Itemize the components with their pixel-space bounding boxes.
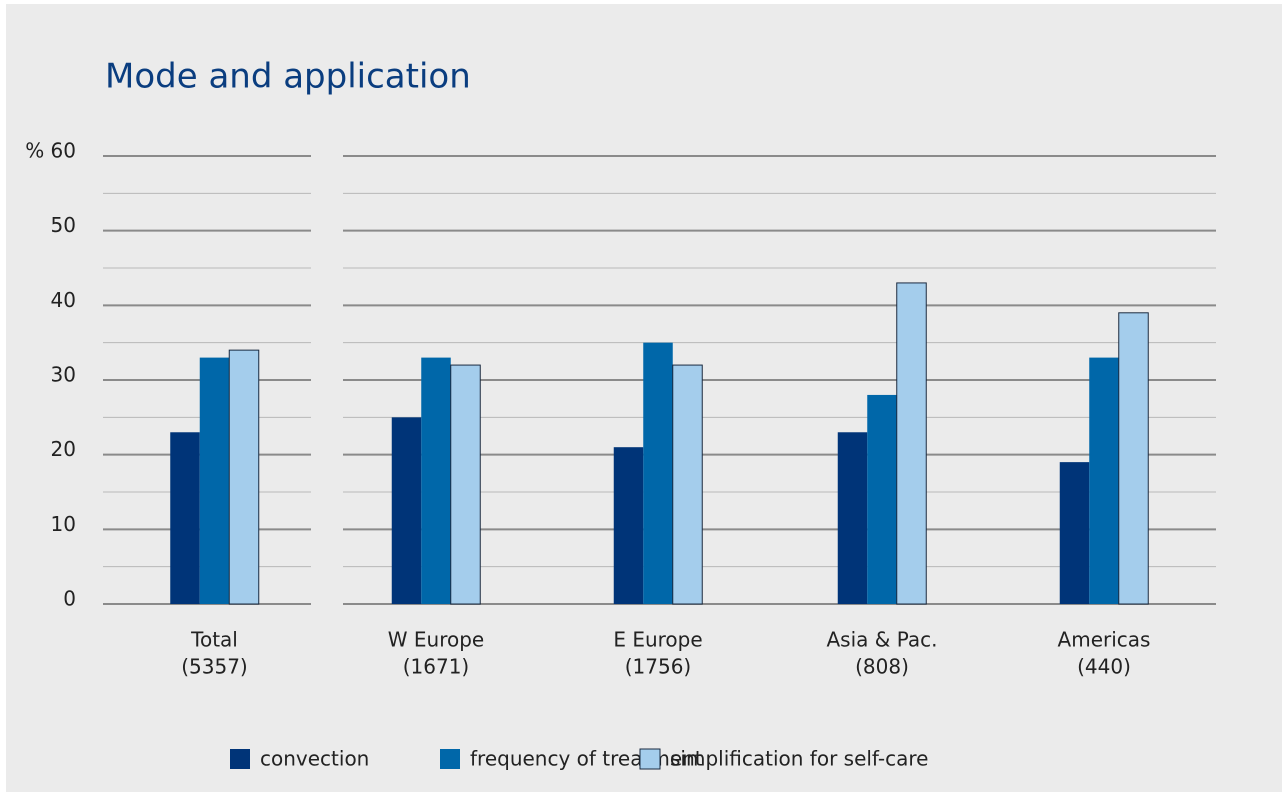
x-tick-label: E Europe (613, 628, 702, 652)
x-tick-count: (440) (1077, 655, 1131, 679)
legend-label: frequency of treatment (470, 747, 703, 771)
x-tick-label: Asia & Pac. (827, 628, 938, 652)
y-tick-label: % 60 (25, 139, 76, 163)
legend-label: convection (260, 747, 369, 771)
bar (391, 417, 422, 604)
x-tick-count: (1671) (403, 655, 470, 679)
x-tick-label: Total (190, 628, 238, 652)
y-tick-label: 40 (51, 288, 76, 312)
x-tick-count: (808) (855, 655, 909, 679)
y-tick-label: 0 (63, 587, 76, 611)
y-tick-label: 50 (51, 213, 76, 237)
bar (450, 364, 481, 605)
legend-label: simplification for self-care (670, 747, 928, 771)
legend-swatch (440, 749, 460, 769)
bar (867, 394, 897, 604)
bar (228, 349, 260, 605)
bar (672, 364, 703, 605)
y-tick-label: 30 (51, 363, 76, 387)
legend-swatch (639, 748, 661, 770)
chart-title: Mode and application (105, 57, 471, 97)
bar (199, 357, 230, 604)
bar (837, 432, 868, 604)
bar (613, 447, 644, 604)
x-tick-label: Americas (1058, 628, 1151, 652)
y-tick-label: 20 (51, 437, 76, 461)
bar (643, 342, 673, 604)
x-tick-count: (5357) (181, 655, 248, 679)
bar (1059, 462, 1090, 604)
bar (1089, 357, 1119, 604)
bar (1118, 312, 1149, 605)
x-tick-count: (1756) (625, 655, 692, 679)
y-tick-label: 10 (51, 512, 76, 536)
x-tick-label: W Europe (388, 628, 484, 652)
bar (896, 282, 927, 605)
bar (170, 432, 200, 604)
legend-swatch (230, 749, 250, 769)
bar (421, 357, 451, 604)
